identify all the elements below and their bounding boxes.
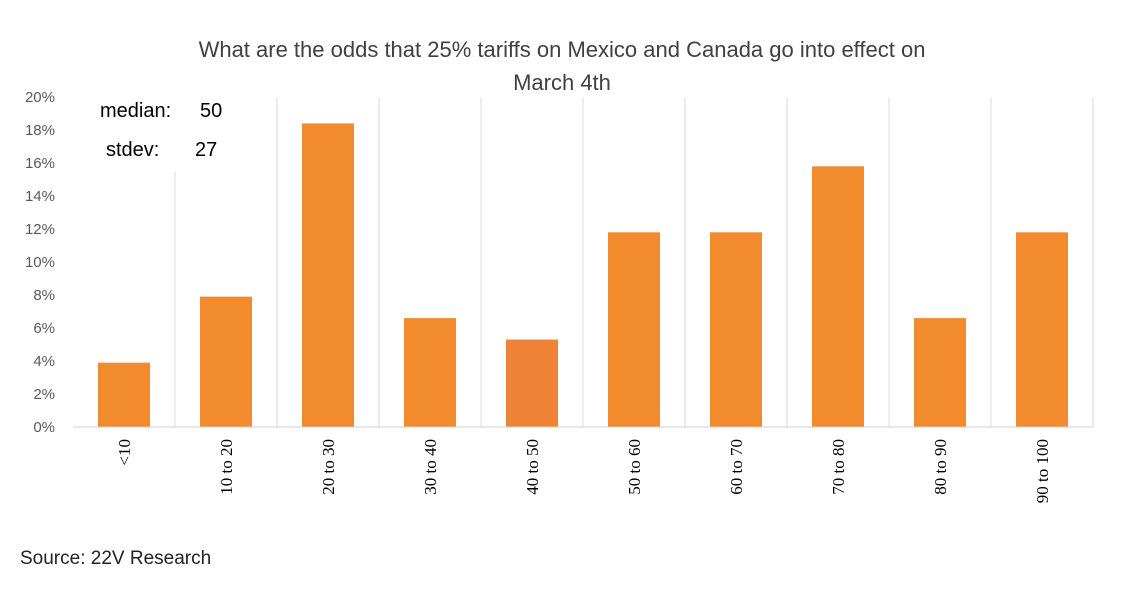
stdev-value: 27 [195,139,217,161]
source-note: Source: 22V Research [20,548,211,569]
bar-80-to-90 [914,318,966,427]
gridlines [174,97,1094,427]
stdev-label: stdev: [106,139,159,161]
x-tick-label: 20 to 30 [319,439,338,495]
y-tick-label: 2% [33,386,55,403]
chart-title-line-1: What are the odds that 25% tariffs on Me… [199,37,926,62]
bar-10-to-20 [200,296,252,427]
bar-40-to-50 [506,339,558,427]
bar-70-to-80 [812,166,864,428]
y-tick-label: 10% [25,254,55,271]
x-tick-label: 80 to 90 [931,439,950,495]
median-value: 50 [200,100,222,122]
chart-title-line-2: March 4th [513,70,611,95]
x-tick-label: 10 to 20 [217,439,236,495]
bar-30-to-40 [404,318,456,427]
x-tick-labels: <10 10 to 20 20 to 30 30 to 40 40 to 50 50 to… [115,439,1052,503]
bar-50-to-60 [608,232,660,427]
y-tick-label: 14% [25,188,55,205]
x-tick-label: 40 to 50 [523,439,542,495]
bar-20-to-30 [302,123,354,428]
y-tick-label: 8% [33,287,55,304]
bars [98,123,1068,428]
bar-60-to-70 [710,232,762,427]
bar-10 [98,362,150,427]
bar-90-to-100 [1016,232,1068,427]
y-tick-label: 12% [25,221,55,238]
y-tick-label: 20% [25,89,55,106]
x-tick-label: 60 to 70 [727,439,746,495]
x-tick-label: 30 to 40 [421,439,440,495]
x-tick-label: 90 to 100 [1033,439,1052,503]
x-tick-label: 50 to 60 [625,439,644,495]
y-tick-label: 4% [33,353,55,370]
y-tick-label: 6% [33,320,55,337]
x-tick-label: <10 [115,439,134,466]
median-label: median: [100,100,171,122]
y-tick-label: 16% [25,155,55,172]
x-tick-label: 70 to 80 [829,439,848,495]
y-tick-label: 18% [25,122,55,139]
y-tick-labels: 0% 2% 4% 6% 8% 10% 12% 14% 16% 18% 20% [25,89,55,436]
y-tick-label: 0% [33,419,55,436]
